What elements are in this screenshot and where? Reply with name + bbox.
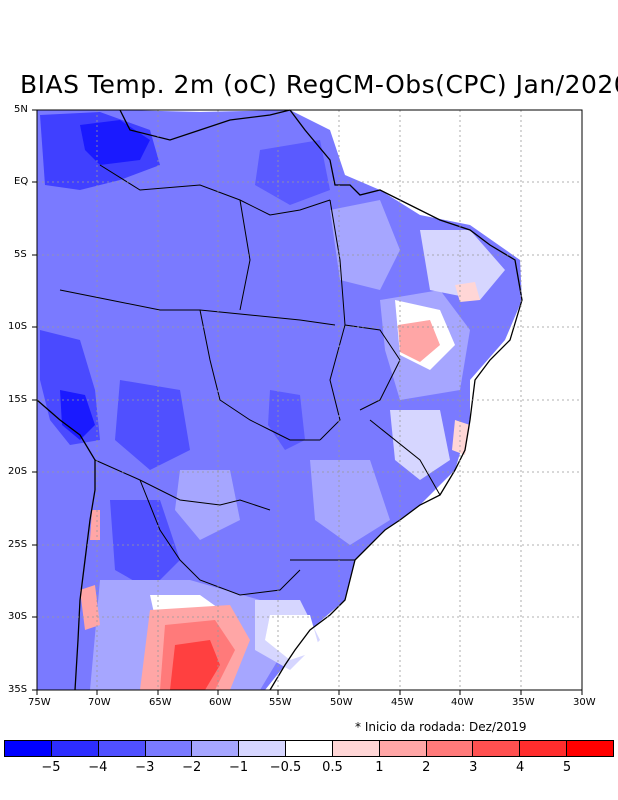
lat-label: 30S [8, 611, 28, 622]
lon-label: 50W [330, 697, 353, 708]
bias-region-darkest-west [60, 390, 95, 440]
legend-swatch [520, 741, 568, 756]
legend-tick-label: −5 [41, 760, 61, 775]
legend-tick-label: 5 [562, 760, 572, 775]
legend-tick-label: 3 [469, 760, 478, 775]
lon-label: 35W [512, 697, 535, 708]
legend-swatch [286, 741, 333, 756]
legend-swatch [145, 741, 193, 756]
bias-region-dark-north2 [255, 140, 330, 205]
color-legend [4, 740, 614, 757]
bias-region-warm-se [398, 320, 440, 362]
legend-tick-label: 4 [516, 760, 525, 775]
bias-region-warm-andes [80, 585, 100, 630]
legend-swatch [5, 741, 52, 756]
bias-region-light-1 [330, 200, 400, 290]
bias-region-warm-andes2 [90, 510, 100, 540]
legend-tick-label: 1 [375, 760, 384, 775]
legend-tick-label: −3 [135, 760, 155, 775]
lon-label: 70W [88, 697, 111, 708]
bias-region-warm-south3 [170, 640, 220, 690]
lat-label: 25S [8, 539, 28, 550]
lat-label: 15S [8, 394, 28, 405]
legend-swatch [332, 741, 380, 756]
bias-region-light-3 [310, 460, 390, 545]
legend-swatch [192, 741, 240, 756]
legend-tick-label: −0.5 [269, 760, 302, 775]
map-title: BIAS Temp. 2m (oC) RegCM-Obs(CPC) Jan/20… [20, 70, 618, 99]
lat-label: 35S [8, 684, 28, 695]
graticule [37, 110, 582, 690]
run-note: * Inicio da rodada: Dez/2019 [355, 720, 527, 734]
lon-label: 40W [451, 697, 474, 708]
legend-tick-label: −1 [229, 760, 249, 775]
lat-label: 5N [14, 104, 28, 115]
lon-label: 55W [269, 697, 292, 708]
coastline [36, 109, 523, 691]
bias-region-light-7 [420, 230, 505, 300]
bias-region-neutral-3 [265, 615, 320, 660]
legend-swatch [51, 741, 99, 756]
legend-tick-label: −2 [182, 760, 202, 775]
country-borders [59, 164, 441, 596]
bias-region-dark-east [268, 390, 305, 450]
bias-region-warm-ne [455, 282, 480, 302]
legend-tick-label: 0.5 [322, 760, 343, 775]
lon-label: 30W [573, 697, 596, 708]
lon-label: 60W [209, 697, 232, 708]
lon-label: 75W [28, 697, 51, 708]
axis-ticks [32, 109, 583, 695]
lat-label: 20S [8, 466, 28, 477]
legend-tick-label: −4 [88, 760, 108, 775]
lon-label: 45W [391, 697, 414, 708]
bias-region-dark-south [110, 500, 180, 590]
legend-swatch [473, 741, 521, 756]
bias-region-light-4 [175, 470, 240, 540]
lat-label: EQ [14, 176, 29, 187]
legend-swatch [567, 741, 613, 756]
legend-swatch [426, 741, 474, 756]
legend-tick-label: 2 [422, 760, 431, 775]
lat-label: 10S [8, 321, 28, 332]
legend-swatch [239, 741, 287, 756]
bias-region-dark-center [115, 380, 190, 470]
lon-label: 65W [149, 697, 172, 708]
legend-swatch [379, 741, 427, 756]
legend-swatch [98, 741, 146, 756]
lat-label: 5S [14, 249, 27, 260]
bias-region-light-6 [390, 410, 450, 480]
